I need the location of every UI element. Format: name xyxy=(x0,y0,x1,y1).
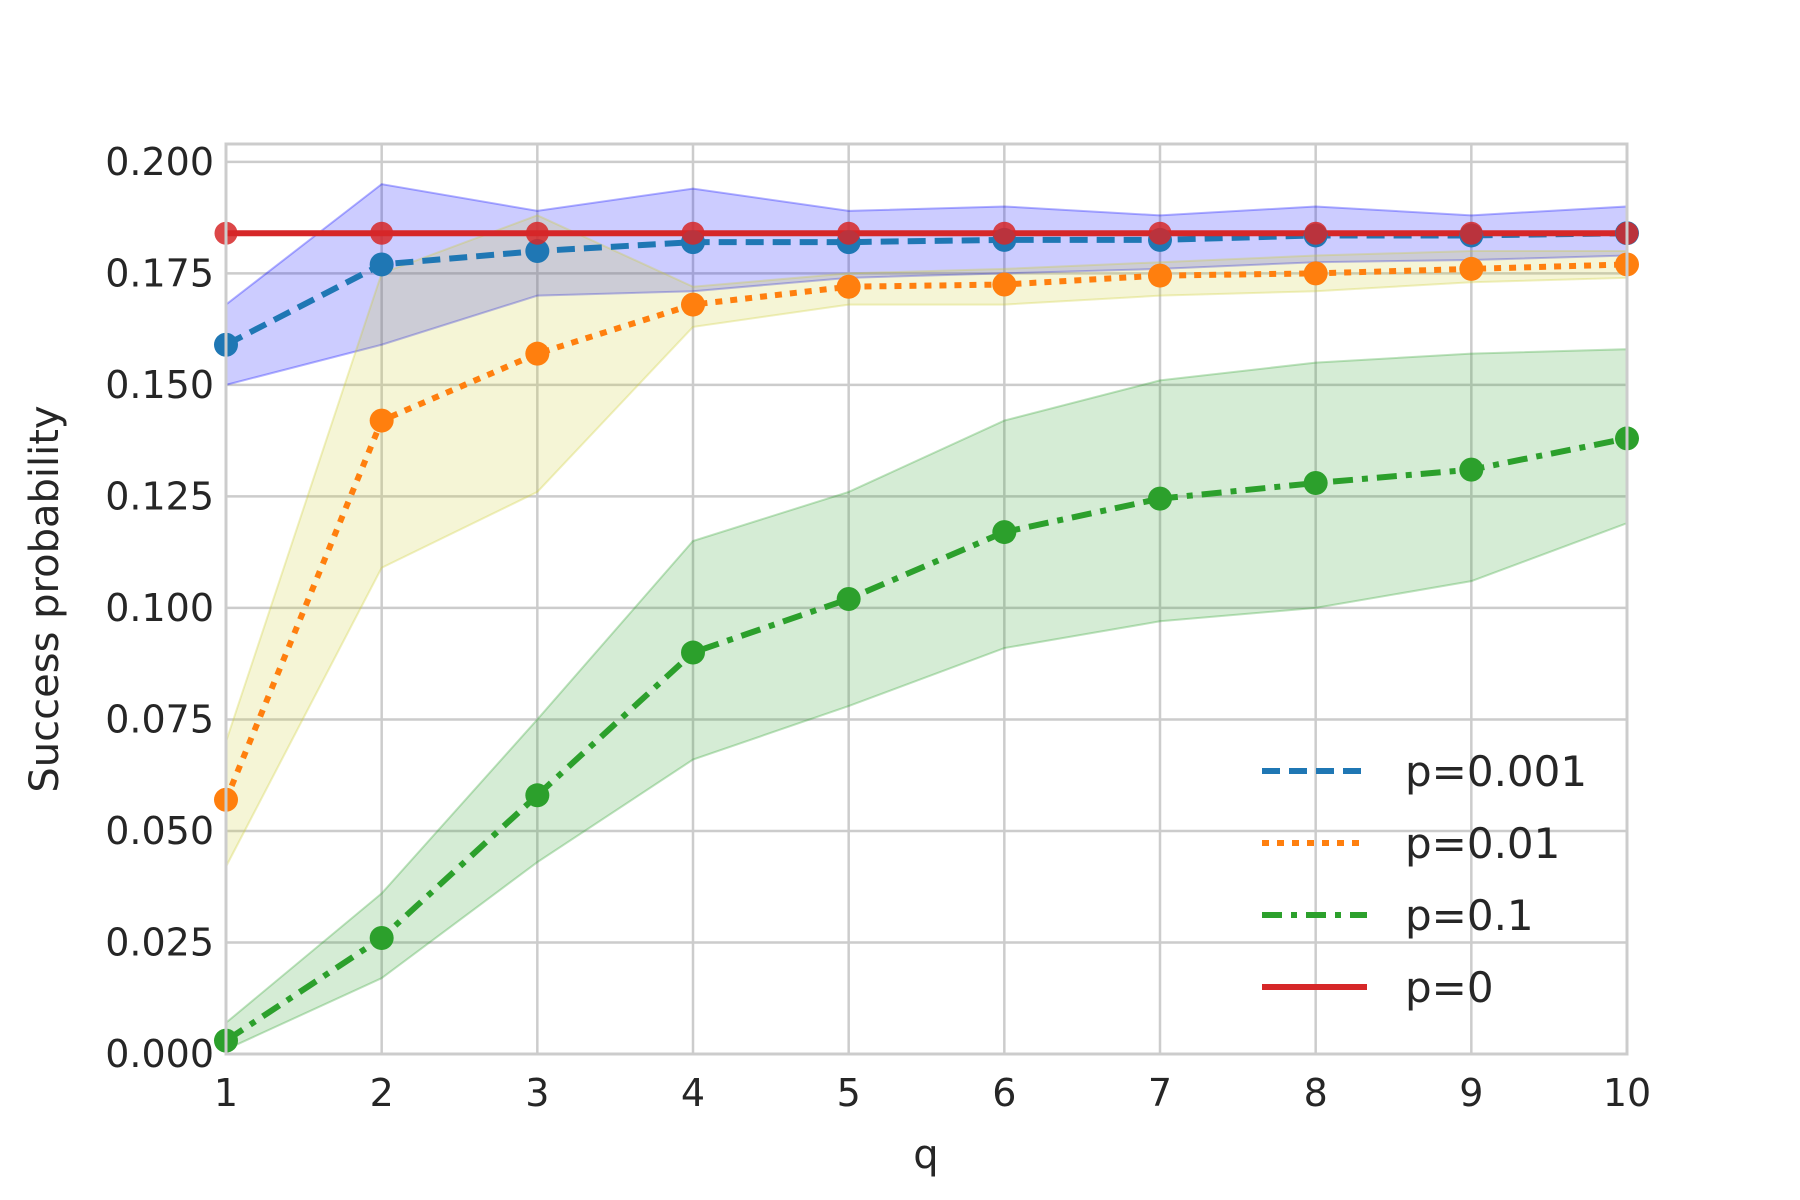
y-tick-label: 0.025 xyxy=(105,920,214,964)
marker-p=0.1 xyxy=(1459,457,1484,482)
marker-p=0.01 xyxy=(1303,261,1328,286)
tick-labels: 1 2 3 4 5 6 7 8 9 10 0.000 0.025 0.050 0.075 0.100 0.12… xyxy=(105,140,1651,1115)
marker-p=0.1 xyxy=(681,640,705,665)
marker-p=0 xyxy=(681,221,705,245)
y-tick-label: 0.200 xyxy=(105,140,214,184)
x-tick-label: 7 xyxy=(1148,1071,1172,1115)
y-tick-label: 0.100 xyxy=(105,586,214,630)
marker-p=0.1 xyxy=(836,587,861,611)
marker-p=0.1 xyxy=(369,926,394,951)
x-tick-label: 1 xyxy=(214,1071,238,1115)
marker-p=0.01 xyxy=(681,292,705,317)
x-tick-label: 3 xyxy=(525,1071,549,1115)
y-tick-label: 0.050 xyxy=(105,809,214,853)
marker-p=0.01 xyxy=(1148,263,1172,288)
x-tick-label: 5 xyxy=(837,1071,861,1115)
marker-p=0 xyxy=(837,221,861,245)
marker-p=0.1 xyxy=(992,520,1017,545)
line-p=0.1 xyxy=(224,435,1628,1044)
marker-p=0.01 xyxy=(1459,256,1484,281)
legend-label: p=0.1 xyxy=(1405,891,1534,940)
legend-label: p=0.001 xyxy=(1405,747,1587,796)
marker-p=0.01 xyxy=(992,272,1017,297)
series-markers xyxy=(214,221,1639,1053)
marker-p=0.1 xyxy=(1148,486,1172,511)
plot-frame xyxy=(224,142,1629,1056)
marker-p=0 xyxy=(1459,221,1483,245)
y-tick-label: 0.175 xyxy=(105,251,214,295)
line-p=0.01 xyxy=(223,261,1628,801)
legend-label: p=0 xyxy=(1405,963,1494,1012)
x-tick-label: 9 xyxy=(1459,1071,1483,1115)
marker-p=0.01 xyxy=(369,408,394,433)
y-axis-title: Success probability xyxy=(22,405,68,792)
marker-p=0 xyxy=(370,221,394,245)
marker-p=0 xyxy=(1304,221,1328,245)
x-axis-title: q xyxy=(913,1132,938,1178)
marker-p=0.001 xyxy=(369,252,394,277)
y-tick-label: 0.125 xyxy=(105,474,214,518)
series-lines xyxy=(223,230,1628,1044)
marker-p=0.01 xyxy=(525,341,550,366)
x-tick-label: 4 xyxy=(681,1071,705,1115)
marker-p=0 xyxy=(1148,221,1172,245)
line-p=0.001 xyxy=(224,230,1628,348)
x-tick-label: 10 xyxy=(1603,1071,1651,1115)
x-tick-label: 6 xyxy=(992,1071,1016,1115)
marker-p=0.1 xyxy=(525,783,550,808)
x-tick-label: 8 xyxy=(1304,1071,1328,1115)
y-tick-label: 0.150 xyxy=(105,363,214,407)
x-tick-label: 2 xyxy=(370,1071,394,1115)
marker-p=0 xyxy=(525,221,549,245)
legend-label: p=0.01 xyxy=(1405,819,1560,868)
marker-p=0 xyxy=(992,221,1016,245)
marker-p=0.01 xyxy=(836,274,861,299)
y-tick-label: 0.075 xyxy=(105,697,214,741)
marker-p=0.001 xyxy=(525,239,550,264)
legend: p=0.001 p=0.01 p=0.1 p=0 xyxy=(1262,747,1587,1012)
y-tick-label: 0.000 xyxy=(105,1032,214,1076)
marker-p=0.1 xyxy=(1303,471,1328,496)
